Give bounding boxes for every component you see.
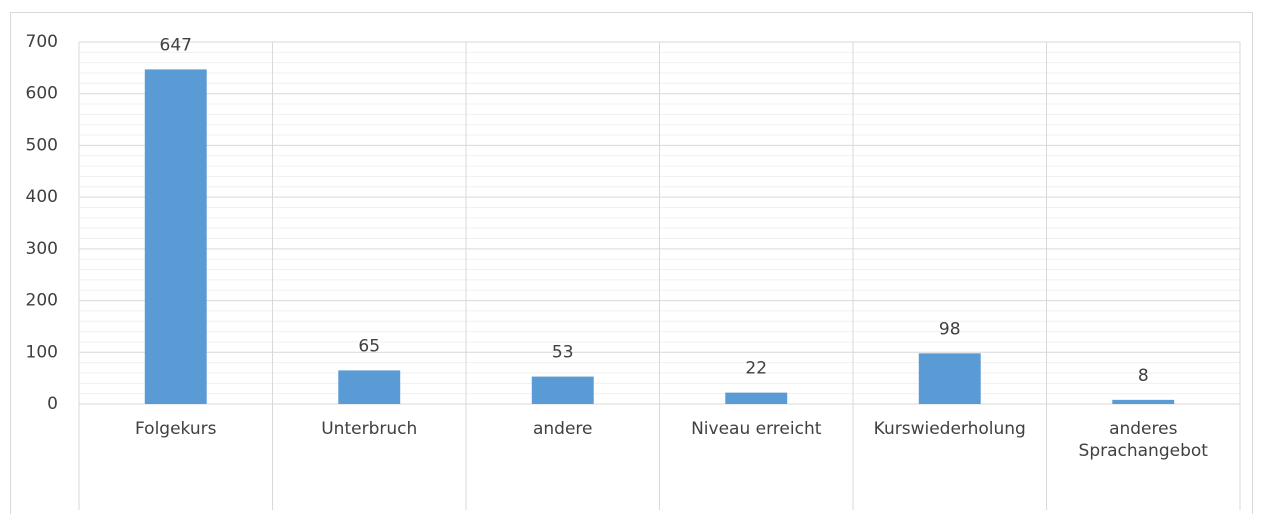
data-label: 53 (552, 343, 574, 363)
y-tick-label: 0 (47, 394, 58, 414)
bar (531, 376, 594, 404)
x-tick-label: andere (532, 419, 593, 439)
x-tick-label: Unterbruch (321, 419, 418, 439)
data-label: 647 (160, 35, 192, 55)
x-tick-label-box: andere (532, 419, 593, 439)
y-tick-label: 100 (26, 342, 58, 362)
x-tick-label: Folgekurs (135, 419, 217, 439)
bar (918, 353, 981, 404)
bar (144, 69, 207, 404)
y-tick-label: 200 (26, 291, 58, 311)
x-tick-label: Niveau erreicht (691, 419, 822, 439)
x-tick-label: Kurswiederholung (873, 419, 1026, 439)
x-tick-label-box: anderes Sprachangebot (1078, 419, 1208, 461)
x-tick-label-box: Unterbruch (321, 419, 418, 439)
x-tick-label: anderes Sprachangebot (1078, 419, 1208, 461)
y-tick-label: 400 (26, 187, 58, 207)
data-label: 98 (939, 319, 961, 339)
bar (725, 392, 788, 404)
x-tick-label-box: Folgekurs (135, 419, 217, 439)
y-tick-label: 300 (26, 239, 58, 259)
chart-border (10, 12, 1253, 514)
y-tick-label: 700 (26, 32, 58, 52)
x-tick-label-box: Kurswiederholung (873, 419, 1026, 439)
data-label: 65 (358, 336, 380, 356)
data-label: 22 (745, 359, 767, 379)
y-tick-label: 600 (26, 84, 58, 104)
bar (1112, 399, 1175, 404)
bar (338, 370, 401, 404)
x-tick-label-box: Niveau erreicht (691, 419, 822, 439)
y-tick-label: 500 (26, 135, 58, 155)
data-label: 8 (1138, 366, 1149, 386)
